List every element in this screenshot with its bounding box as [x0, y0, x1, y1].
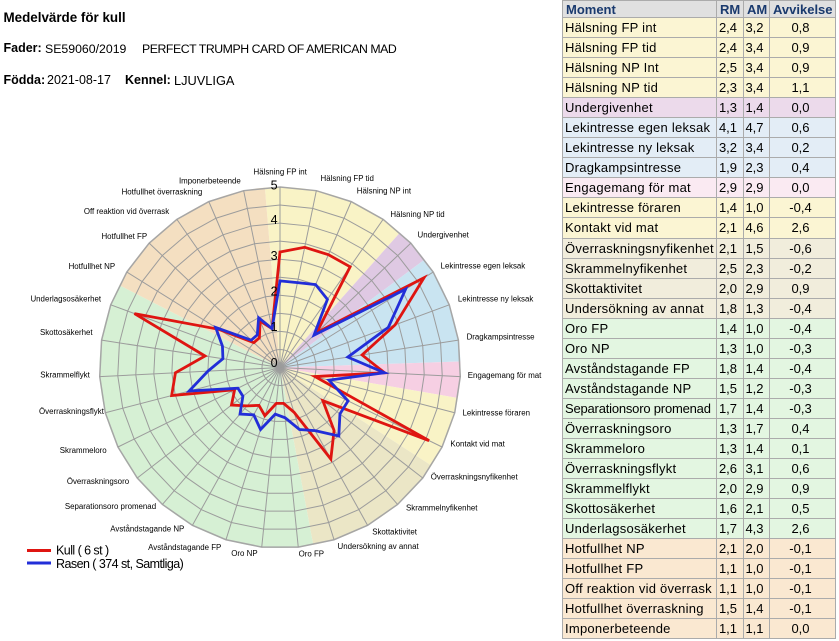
svg-text:Överraskningsflykt: Överraskningsflykt — [39, 407, 105, 416]
svg-text:1: 1 — [271, 320, 278, 334]
svg-text:Separationsoro promenad: Separationsoro promenad — [65, 502, 156, 511]
svg-text:Oro FP: Oro FP — [299, 549, 324, 558]
svg-text:Hälsning NP tid: Hälsning NP tid — [390, 210, 444, 219]
svg-text:Off reaktion vid överrask: Off reaktion vid överrask — [84, 207, 169, 216]
svg-text:Avståndstagande NP: Avståndstagande NP — [110, 525, 184, 534]
svg-text:Kull ( 6 st ): Kull ( 6 st ) — [56, 544, 109, 558]
svg-text:Kontakt vid mat: Kontakt vid mat — [450, 439, 505, 448]
svg-text:Skrammelflykt: Skrammelflykt — [40, 370, 90, 379]
svg-text:Skottosäkerhet: Skottosäkerhet — [40, 328, 93, 337]
svg-text:Dragkampsintresse: Dragkampsintresse — [467, 333, 536, 342]
svg-text:Hotfullhet NP: Hotfullhet NP — [69, 262, 116, 271]
svg-text:Hotfullhet överraskning: Hotfullhet överraskning — [122, 188, 203, 197]
svg-text:Överraskningsoro: Överraskningsoro — [67, 477, 130, 486]
svg-text:Hotfullhet FP: Hotfullhet FP — [101, 232, 147, 241]
svg-text:Lekintresse egen leksak: Lekintresse egen leksak — [441, 262, 526, 271]
svg-text:Skrammeloro: Skrammeloro — [60, 446, 108, 455]
svg-text:Överraskningsnyfikenhet: Överraskningsnyfikenhet — [431, 473, 519, 482]
svg-text:Avståndstagande FP: Avståndstagande FP — [148, 543, 221, 552]
svg-text:3: 3 — [271, 249, 278, 263]
svg-text:Underlagsosäkerhet: Underlagsosäkerhet — [30, 295, 101, 304]
svg-text:Oro NP: Oro NP — [231, 549, 257, 558]
svg-text:2: 2 — [271, 285, 278, 299]
svg-text:Hälsning FP tid: Hälsning FP tid — [321, 174, 374, 183]
svg-text:Hälsning NP int: Hälsning NP int — [357, 186, 412, 195]
svg-text:Lekintresse ny leksak: Lekintresse ny leksak — [458, 294, 533, 303]
svg-text:Hälsning FP int: Hälsning FP int — [254, 168, 308, 177]
svg-text:Rasen ( 374 st, Samtliga): Rasen ( 374 st, Samtliga) — [56, 557, 184, 571]
svg-text:Undersökning av annat: Undersökning av annat — [338, 542, 420, 551]
svg-text:Skottaktivitet: Skottaktivitet — [372, 528, 418, 537]
svg-text:Undergivenhet: Undergivenhet — [418, 230, 470, 239]
svg-text:Engagemang för mat: Engagemang för mat — [468, 371, 542, 380]
svg-text:4: 4 — [271, 213, 278, 227]
svg-text:5: 5 — [271, 179, 278, 193]
svg-text:Imponerbeteende: Imponerbeteende — [179, 177, 241, 186]
svg-text:0: 0 — [271, 356, 278, 370]
svg-text:Skrammelnyfikenhet: Skrammelnyfikenhet — [406, 503, 478, 512]
svg-text:Lekintresse föraren: Lekintresse föraren — [463, 409, 531, 418]
